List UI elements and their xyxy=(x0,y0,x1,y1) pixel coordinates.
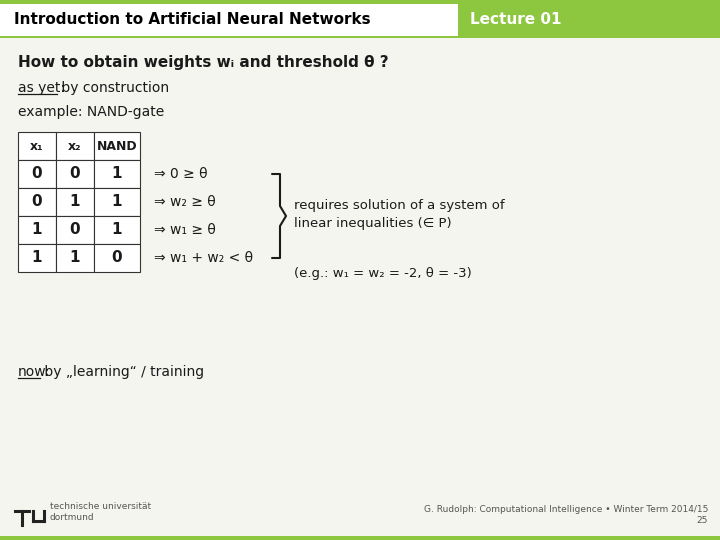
Bar xyxy=(18,188,56,216)
Text: by construction: by construction xyxy=(57,81,169,95)
Bar xyxy=(94,216,140,244)
Text: linear inequalities (∈ P): linear inequalities (∈ P) xyxy=(294,218,451,231)
Text: by „learning“ / training: by „learning“ / training xyxy=(40,365,204,379)
Text: Lecture 01: Lecture 01 xyxy=(470,12,562,28)
Bar xyxy=(94,132,140,160)
Text: ⇒ w₁ ≥ θ: ⇒ w₁ ≥ θ xyxy=(154,223,216,237)
Bar xyxy=(18,216,56,244)
Text: 1: 1 xyxy=(112,166,122,181)
Text: 1: 1 xyxy=(112,222,122,238)
Bar xyxy=(0,36,720,38)
Bar xyxy=(18,244,56,272)
Bar xyxy=(18,132,56,160)
Text: example: NAND-gate: example: NAND-gate xyxy=(18,105,164,119)
Text: 1: 1 xyxy=(32,222,42,238)
Text: 1: 1 xyxy=(70,194,80,210)
Text: x₁: x₁ xyxy=(30,139,44,152)
Bar xyxy=(56,132,94,160)
Bar xyxy=(94,244,140,272)
Bar xyxy=(56,244,94,272)
Bar xyxy=(94,188,140,216)
Text: ⇒ 0 ≥ θ: ⇒ 0 ≥ θ xyxy=(154,167,207,181)
Text: ⇒ w₂ ≥ θ: ⇒ w₂ ≥ θ xyxy=(154,195,216,209)
Text: 0: 0 xyxy=(112,251,122,266)
Text: 1: 1 xyxy=(70,251,80,266)
Text: 1: 1 xyxy=(112,194,122,210)
Bar xyxy=(56,216,94,244)
Text: now:: now: xyxy=(18,365,50,379)
Text: 0: 0 xyxy=(70,222,81,238)
Bar xyxy=(0,536,720,540)
Text: technische universität
dortmund: technische universität dortmund xyxy=(50,502,151,522)
Text: 0: 0 xyxy=(32,166,42,181)
Text: x₂: x₂ xyxy=(68,139,82,152)
Text: 1: 1 xyxy=(32,251,42,266)
Bar xyxy=(0,4,720,36)
Text: NAND: NAND xyxy=(96,139,138,152)
Bar xyxy=(458,4,720,36)
Bar xyxy=(0,0,720,4)
Text: (e.g.: w₁ = w₂ = -2, θ = -3): (e.g.: w₁ = w₂ = -2, θ = -3) xyxy=(294,267,472,280)
Text: Introduction to Artificial Neural Networks: Introduction to Artificial Neural Networ… xyxy=(14,12,371,28)
Bar xyxy=(94,160,140,188)
Text: requires solution of a system of: requires solution of a system of xyxy=(294,199,505,213)
Text: G. Rudolph: Computational Intelligence • Winter Term 2014/15
25: G. Rudolph: Computational Intelligence •… xyxy=(423,504,708,525)
Text: 0: 0 xyxy=(32,194,42,210)
Text: How to obtain weights wᵢ and threshold θ ?: How to obtain weights wᵢ and threshold θ… xyxy=(18,55,389,70)
Text: 0: 0 xyxy=(70,166,81,181)
Bar xyxy=(18,160,56,188)
Text: as yet:: as yet: xyxy=(18,81,65,95)
Bar xyxy=(56,188,94,216)
Text: ⇒ w₁ + w₂ < θ: ⇒ w₁ + w₂ < θ xyxy=(154,251,253,265)
Bar xyxy=(56,160,94,188)
